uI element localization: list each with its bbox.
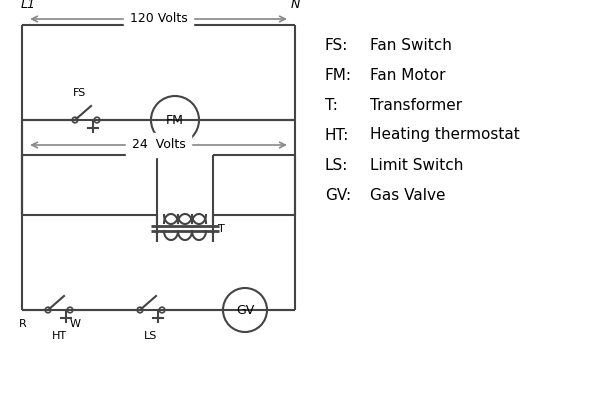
Text: Gas Valve: Gas Valve [370, 188, 445, 202]
Text: FS:: FS: [325, 38, 348, 52]
Text: Fan Motor: Fan Motor [370, 68, 445, 82]
Text: LS: LS [145, 331, 158, 341]
Text: GV:: GV: [325, 188, 351, 202]
Text: HT:: HT: [325, 128, 349, 142]
Text: N: N [290, 0, 300, 11]
Text: 120 Volts: 120 Volts [130, 12, 188, 26]
Text: HT: HT [51, 331, 67, 341]
Text: T:: T: [325, 98, 338, 112]
Text: W: W [70, 319, 80, 329]
Text: Fan Switch: Fan Switch [370, 38, 452, 52]
Text: Transformer: Transformer [370, 98, 462, 112]
Text: LS:: LS: [325, 158, 348, 172]
Text: T: T [218, 224, 225, 234]
Text: GV: GV [236, 304, 254, 316]
Text: Limit Switch: Limit Switch [370, 158, 463, 172]
Text: FM:: FM: [325, 68, 352, 82]
Text: FS: FS [73, 88, 86, 98]
Text: Heating thermostat: Heating thermostat [370, 128, 520, 142]
Text: FM: FM [166, 114, 184, 126]
Text: R: R [19, 319, 27, 329]
Text: 24  Volts: 24 Volts [132, 138, 185, 152]
Text: L1: L1 [21, 0, 36, 11]
